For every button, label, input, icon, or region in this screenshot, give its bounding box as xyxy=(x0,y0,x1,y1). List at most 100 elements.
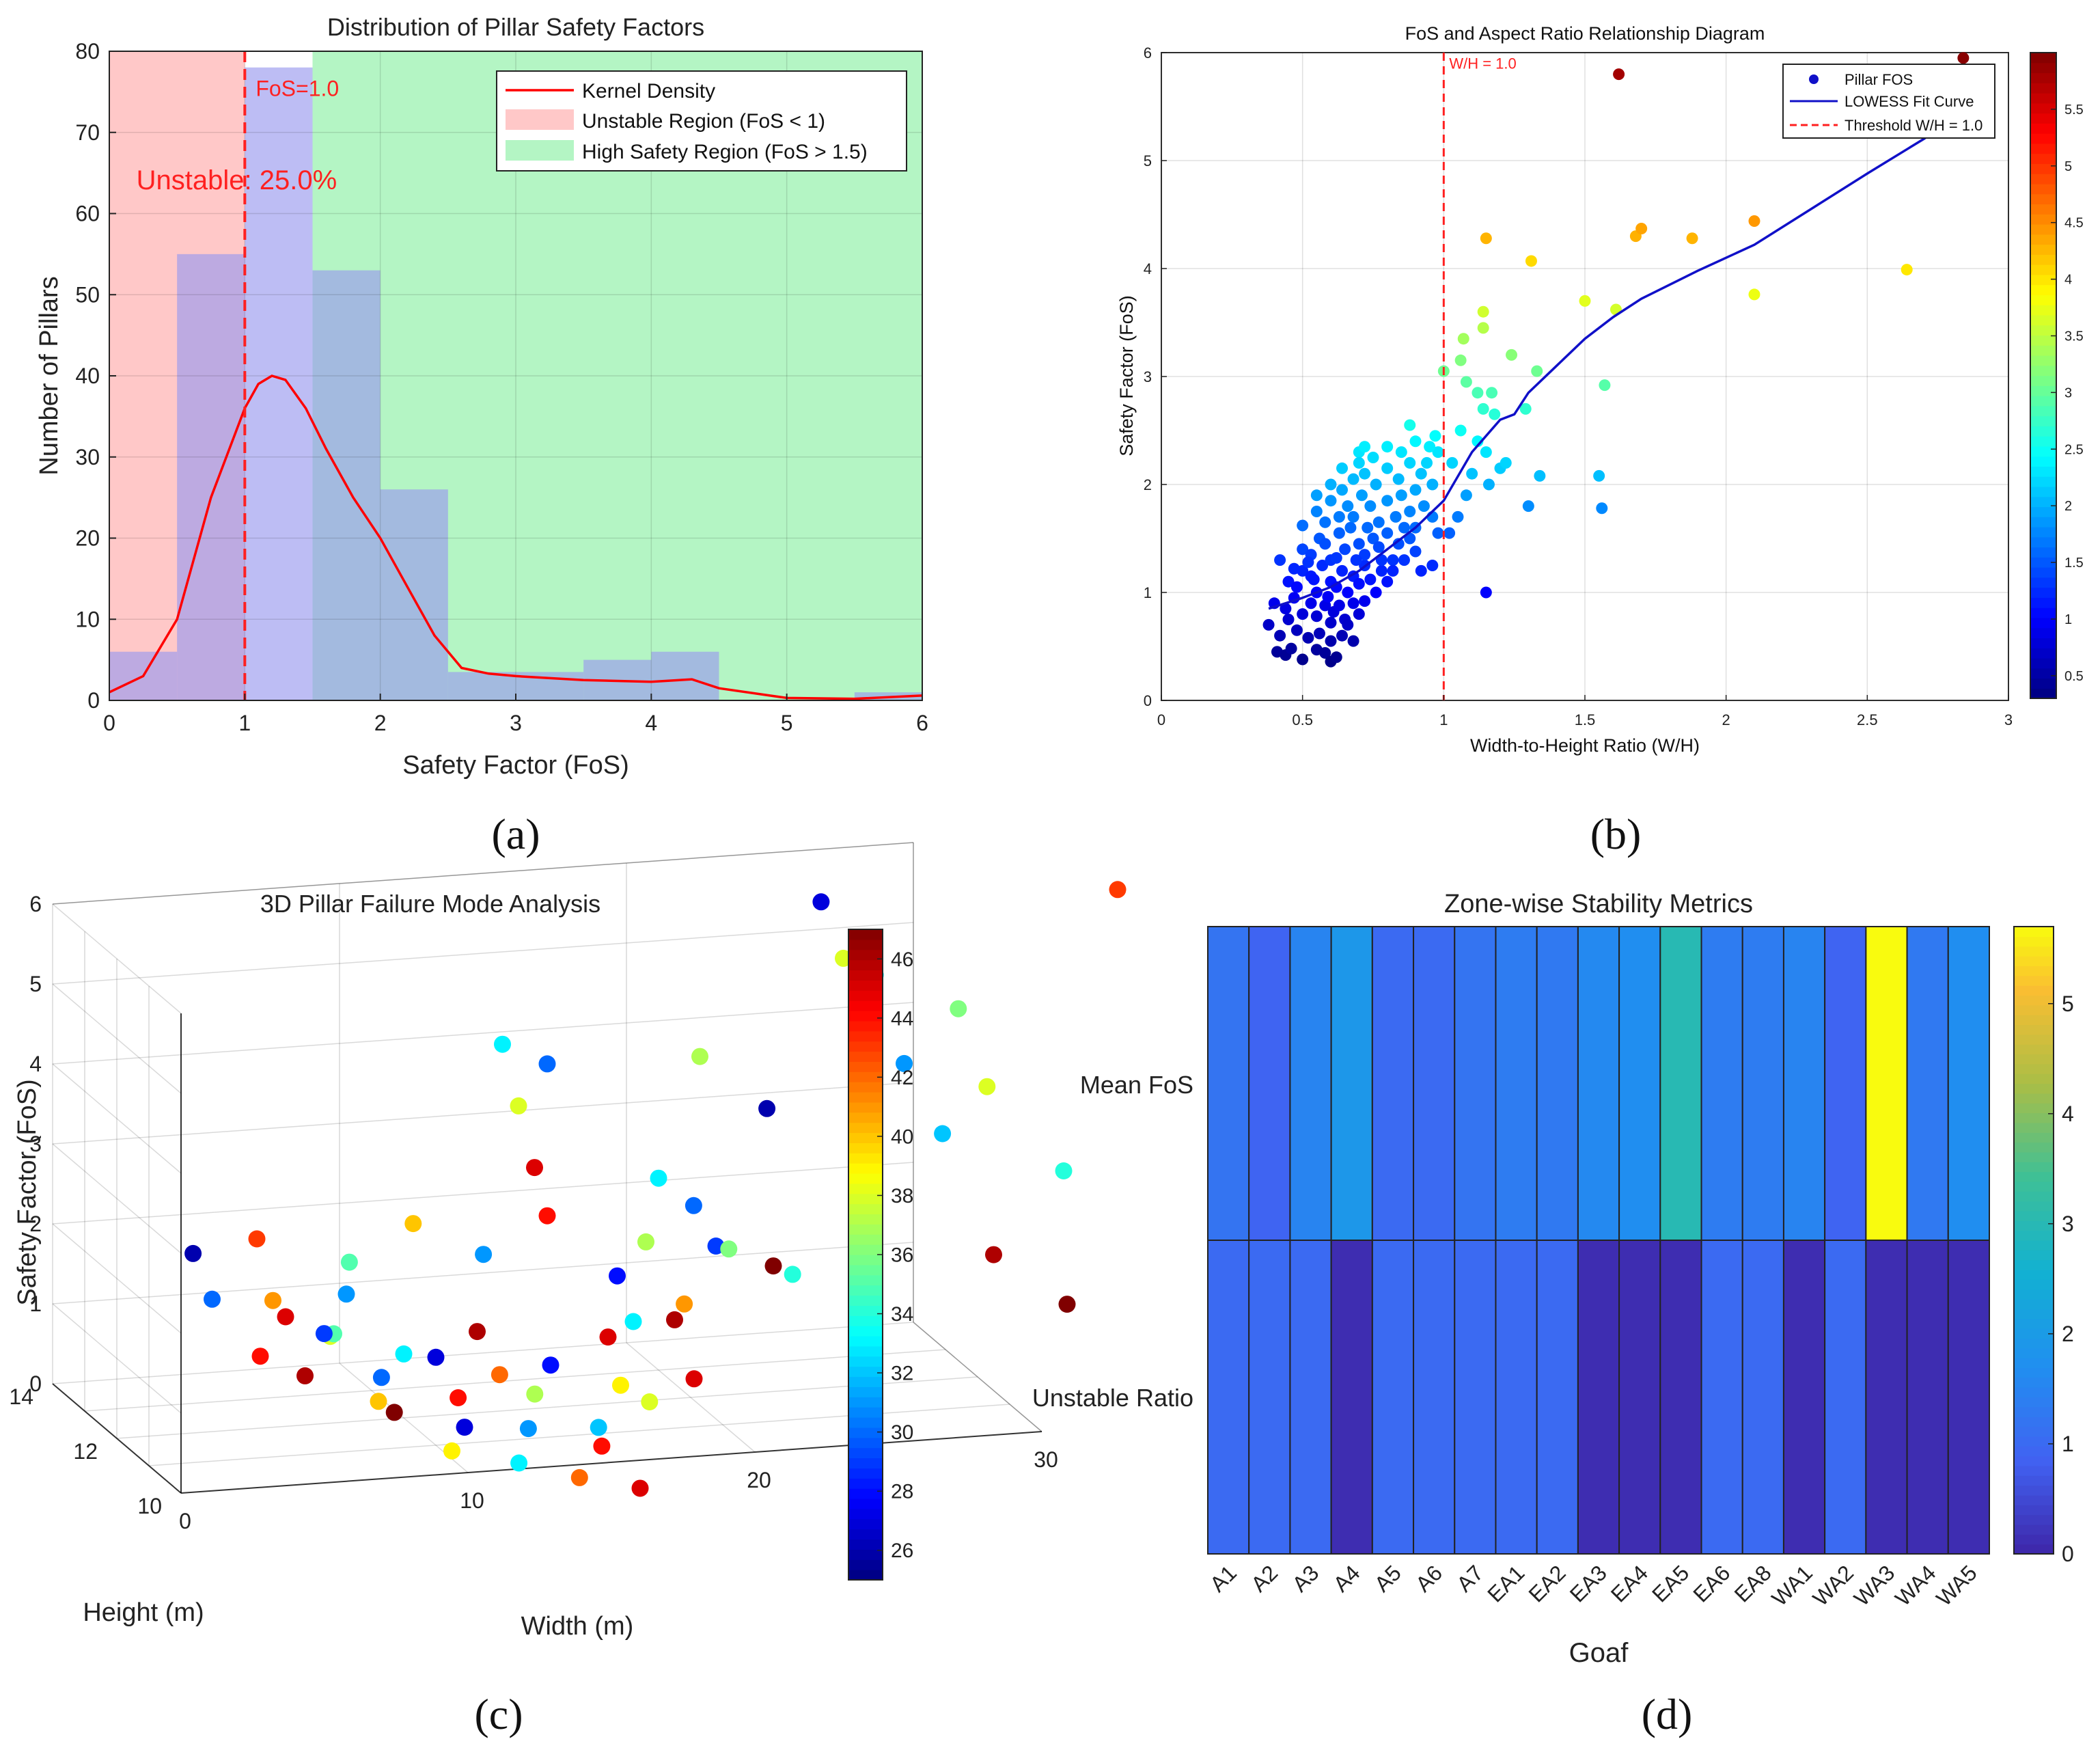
c-point xyxy=(248,1230,266,1248)
b-colorbar-cell xyxy=(2030,577,2056,588)
b-colorbar-cell xyxy=(2030,486,2056,497)
c-point xyxy=(456,1419,473,1436)
d-heatmap-cell xyxy=(1700,1240,1743,1555)
panel-label-b: (b) xyxy=(1590,810,1642,858)
b-colorbar-cell xyxy=(2030,506,2056,517)
b-colorbar-cell xyxy=(2030,224,2056,235)
d-row-label-mean: Mean FoS xyxy=(1080,1071,1193,1099)
c-point xyxy=(784,1266,801,1283)
c-point xyxy=(526,1159,543,1177)
c-point xyxy=(251,1348,269,1365)
d-colorbar-cell xyxy=(2014,1259,2054,1270)
c-point xyxy=(641,1393,659,1410)
b-point xyxy=(1353,577,1365,590)
d-heatmap-cell xyxy=(1782,926,1826,1241)
b-point xyxy=(1342,500,1354,512)
c-colorbar-cell xyxy=(848,1071,883,1082)
d-heatmap-cell xyxy=(1741,926,1784,1241)
a-legend-unstable-swatch xyxy=(506,109,574,130)
a-x-tick-label: 3 xyxy=(510,711,522,735)
a-histogram-bar xyxy=(380,489,448,700)
a-y-tick-label: 30 xyxy=(75,445,100,469)
c-point xyxy=(296,1367,314,1384)
b-colorbar-cell xyxy=(2030,325,2056,336)
b-x-tick-label: 2.5 xyxy=(1857,711,1878,728)
c-point xyxy=(599,1328,617,1346)
c-point xyxy=(631,1479,649,1497)
c-point xyxy=(475,1246,493,1263)
b-point xyxy=(1262,618,1275,631)
b-colorbar-cell xyxy=(2030,355,2056,366)
a-x-tick-label: 6 xyxy=(916,711,928,735)
b-colorbar-cell xyxy=(2030,214,2056,225)
b-colorbar-cell xyxy=(2030,517,2056,528)
c-point xyxy=(372,1369,390,1386)
c-colorbar-cell xyxy=(848,1092,883,1103)
c-point xyxy=(315,1325,333,1343)
d-colorbar-cell xyxy=(2014,1201,2054,1212)
b-colorbar-tick-label: 3 xyxy=(2064,385,2072,400)
b-colorbar-frame xyxy=(2030,52,2057,699)
c-colorbar-cell xyxy=(848,1122,883,1134)
b-point xyxy=(1446,456,1459,469)
b-colorbar-tick-label: 0.5 xyxy=(2064,669,2084,684)
d-heatmap-cell xyxy=(1495,1240,1538,1555)
c-x-tick-label: 20 xyxy=(747,1468,771,1492)
panel-label-c: (c) xyxy=(474,1690,523,1738)
a-y-tick-label: 40 xyxy=(75,364,100,388)
a-x-tick-label: 4 xyxy=(645,711,657,735)
b-y-tick-label: 4 xyxy=(1144,260,1152,277)
c-colorbar-cell xyxy=(848,1529,883,1540)
b-point xyxy=(1350,554,1362,566)
a-xlabel: Safety Factor (FoS) xyxy=(402,751,629,780)
b-colorbar-cell xyxy=(2030,436,2056,447)
d-colorbar-cell xyxy=(2014,1024,2054,1035)
d-heatmap-cell xyxy=(1413,926,1456,1241)
c-colorbar-cell xyxy=(848,1112,883,1123)
b-colorbar-cell xyxy=(2030,496,2056,508)
c-point xyxy=(896,1054,913,1072)
d-colorbar-cell xyxy=(2014,1083,2054,1094)
d-colorbar-cell xyxy=(2014,1240,2054,1250)
b-point xyxy=(1579,295,1591,307)
b-point xyxy=(1398,521,1410,534)
b-point xyxy=(1359,441,1371,453)
a-histogram-bar xyxy=(245,67,313,700)
c-point xyxy=(570,1468,588,1486)
b-point xyxy=(1381,527,1394,539)
d-colorbar-cell xyxy=(2014,1534,2054,1545)
c-point xyxy=(612,1376,629,1394)
b-legend-point-label: Pillar FOS xyxy=(1845,71,1913,88)
c-grid-line xyxy=(52,1303,182,1414)
a-y-tick-label: 60 xyxy=(75,202,100,226)
b-point xyxy=(1901,264,1913,276)
b-point xyxy=(1319,538,1331,550)
b-point xyxy=(1325,635,1337,647)
b-colorbar-cell xyxy=(2030,405,2056,417)
c-point xyxy=(676,1295,693,1313)
b-colorbar-tick-label: 5.5 xyxy=(2064,102,2084,118)
c-z-tick-label: 5 xyxy=(29,972,42,996)
d-colorbar-cell xyxy=(2014,1465,2054,1476)
b-colorbar-cell xyxy=(2030,396,2056,407)
d-colorbar-cell xyxy=(2014,1417,2054,1427)
c-z-tick-label: 3 xyxy=(29,1132,42,1156)
b-point xyxy=(1347,473,1359,485)
c-point xyxy=(590,1419,607,1436)
c-point xyxy=(624,1313,642,1330)
c-z-tick-label: 1 xyxy=(29,1291,42,1316)
b-point xyxy=(1531,365,1543,377)
d-heatmap-cell xyxy=(1248,1240,1291,1555)
b-point xyxy=(1290,581,1303,593)
d-heatmap-cell xyxy=(1947,1240,1991,1555)
b-colorbar-cell xyxy=(2030,526,2056,538)
b-point xyxy=(1392,473,1405,485)
c-grid-line xyxy=(52,1322,914,1384)
d-colorbar-cell xyxy=(2014,1063,2054,1074)
b-point xyxy=(1596,502,1608,515)
b-colorbar-cell xyxy=(2030,72,2056,83)
d-colorbar-cell xyxy=(2014,1103,2054,1114)
b-colorbar-tick-label: 2 xyxy=(2064,499,2072,514)
b-point xyxy=(1372,516,1385,528)
